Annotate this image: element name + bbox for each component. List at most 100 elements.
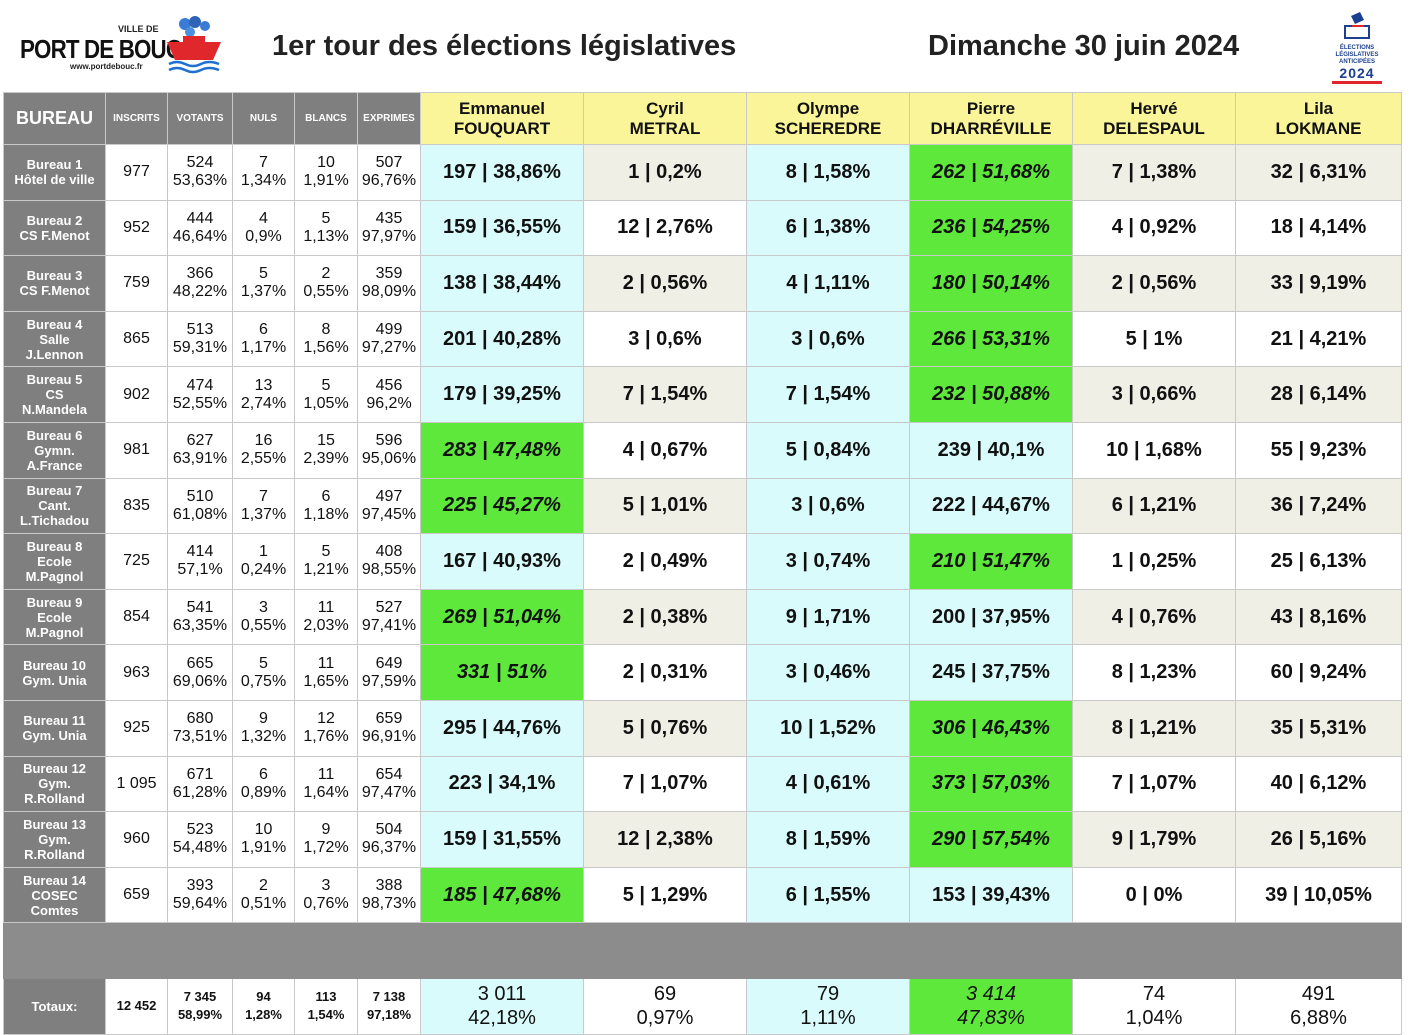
nuls-percent: 1,17%	[240, 339, 287, 357]
blancs-percent: 2,03%	[303, 617, 349, 635]
blancs-percent: 1,21%	[303, 561, 349, 579]
nuls-cell: 2 0,51%	[232, 866, 295, 924]
table-row: Bureau 4 Salle J.Lennon 865 513 59,31% 6 1,17% 8…	[3, 310, 1402, 368]
bureau-name-line: R.Rolland	[24, 846, 85, 862]
votants-value: 513	[186, 321, 214, 339]
candidate-first-name: Cyril	[646, 98, 684, 118]
candidate-result-cell: 5 | 0,76%	[583, 699, 747, 757]
exprimes-percent: 98,55%	[361, 561, 417, 579]
candidate-result-cell: 266 | 53,31%	[909, 310, 1073, 368]
exprimes-value: 497	[375, 487, 403, 505]
exprimes-percent: 97,97%	[361, 227, 417, 245]
exprimes-percent: 97,41%	[361, 617, 417, 635]
votants-percent: 53,63%	[172, 172, 228, 190]
bureau-name-cell: Bureau 2 CS F.Menot	[3, 199, 106, 257]
blancs-value: 5	[321, 209, 331, 227]
nuls-value: 9	[259, 710, 268, 728]
candidate-result-cell: 12 | 2,76%	[583, 199, 747, 257]
candidate-first-name: Pierre	[966, 98, 1016, 118]
candidate-result-cell: 36 | 7,24%	[1235, 477, 1402, 535]
candidate-last-name: DELESPAUL	[1103, 118, 1205, 138]
candidate-result-cell: 3 | 0,74%	[746, 533, 910, 590]
blancs-percent: 1,56%	[303, 339, 349, 357]
bureau-name-line: Bureau 14	[23, 872, 86, 888]
bureau-name-line: CS F.Menot	[19, 227, 90, 243]
candidate-result-cell: 7 | 1,07%	[583, 755, 747, 813]
nuls-percent: 1,34%	[240, 172, 287, 190]
totals-candidate-cell: 491 6,88%	[1235, 977, 1402, 1035]
table-row: Bureau 1 Hôtel de ville 977 524 53,63% 7 1,34%…	[3, 144, 1402, 201]
votants-value: 665	[186, 654, 214, 672]
bureau-name-line: Bureau 12	[23, 761, 86, 777]
bureau-name-cell: Bureau 13 Gym. R.Rolland	[3, 811, 106, 868]
candidate-result-cell: 18 | 4,14%	[1235, 199, 1402, 257]
bureau-name-line: CS F.Menot	[19, 283, 90, 299]
votants-value: 671	[186, 765, 214, 783]
bureau-name-line: Gym.	[38, 831, 71, 847]
candidate-result-cell: 1 | 0,2%	[583, 144, 747, 201]
votants-cell: 671 61,28%	[167, 755, 233, 813]
bureau-name-cell: Bureau 3 CS F.Menot	[3, 255, 106, 312]
votants-cell: 523 54,48%	[167, 811, 233, 868]
separator-row	[3, 922, 1402, 979]
blancs-percent: 0,55%	[303, 283, 349, 301]
table-row: Bureau 13 Gym. R.Rolland 960 523 54,48% 10 1,91…	[3, 811, 1402, 868]
bureau-name-line: Cant.	[38, 498, 71, 514]
totals-candidate-percent: 6,88%	[1290, 1007, 1347, 1030]
exprimes-percent: 95,06%	[361, 450, 417, 468]
bureau-name-line: M.Pagnol	[25, 624, 84, 640]
candidate-result-cell: 2 | 0,49%	[583, 533, 747, 590]
nuls-value: 13	[254, 376, 273, 394]
candidate-result-cell: 1 | 0,25%	[1072, 533, 1236, 590]
table-row: Bureau 14 COSEC Comtes 659 393 59,64% 2 0,51% 3 0…	[3, 866, 1402, 924]
exprimes-cell: 435 97,97%	[357, 199, 421, 257]
nuls-cell: 10 1,91%	[232, 811, 295, 868]
blancs-value: 11	[317, 654, 335, 672]
nuls-cell: 13 2,74%	[232, 366, 295, 423]
candidate-result-cell: 373 | 57,03%	[909, 755, 1073, 813]
nuls-value: 7	[259, 154, 268, 172]
blancs-cell: 10 1,91%	[294, 144, 358, 201]
candidate-result-cell: 32 | 6,31%	[1235, 144, 1402, 201]
bureau-name-line: Comtes	[30, 902, 79, 918]
nuls-percent: 2,55%	[240, 450, 287, 468]
exprimes-value: 388	[375, 877, 403, 895]
election-date: Dimanche 30 juin 2024	[928, 30, 1240, 62]
table-row: Bureau 7 Cant. L.Tichadou 835 510 61,08% 7 1,37…	[3, 477, 1402, 535]
totals-candidate-cell: 74 1,04%	[1072, 977, 1236, 1035]
bureau-name-line: COSEC	[31, 887, 78, 903]
nuls-value: 3	[259, 599, 268, 617]
bureau-name-line: Bureau 1	[26, 157, 83, 173]
candidate-first-name: Hervé	[1130, 98, 1178, 118]
bureau-name-line: Bureau 5	[26, 372, 83, 388]
candidate-result-cell: 159 | 31,55%	[420, 811, 584, 868]
candidate-result-cell: 290 | 57,54%	[909, 811, 1073, 868]
votants-value: 627	[186, 432, 214, 450]
candidate-result-cell: 4 | 1,11%	[746, 255, 910, 312]
blancs-cell: 8 1,56%	[294, 310, 358, 368]
table-row: Bureau 9 Ecole M.Pagnol 854 541 63,35% 3 0,55% 1…	[3, 588, 1402, 646]
blancs-value: 11	[317, 599, 335, 617]
nuls-percent: 1,37%	[240, 283, 287, 301]
nuls-cell: 4 0,9%	[232, 199, 295, 257]
totals-candidate-votes: 74	[1142, 983, 1166, 1006]
votants-percent: 61,28%	[172, 783, 228, 801]
table-row: Bureau 5 CS N.Mandela 902 474 52,55% 13 2,74% 5 1…	[3, 366, 1402, 423]
blancs-percent: 1,13%	[303, 227, 349, 245]
totals-candidate-percent: 1,04%	[1125, 1007, 1183, 1030]
nuls-value: 5	[259, 654, 268, 672]
candidate-result-cell: 3 | 0,46%	[746, 644, 910, 701]
col-candidate: Lila LOKMANE	[1235, 92, 1402, 145]
totals-candidate-percent: 1,11%	[800, 1007, 856, 1030]
exprimes-cell: 497 97,45%	[357, 477, 421, 535]
candidate-result-cell: 331 | 51%	[420, 644, 584, 701]
inscrits-cell: 960	[105, 811, 168, 868]
nuls-value: 6	[259, 321, 268, 339]
candidate-result-cell: 9 | 1,79%	[1072, 811, 1236, 868]
candidate-result-cell: 10 | 1,52%	[746, 699, 910, 757]
blancs-value: 5	[321, 376, 331, 394]
votants-cell: 414 57,1%	[167, 533, 233, 590]
nuls-value: 4	[259, 209, 268, 227]
candidate-result-cell: 4 | 0,92%	[1072, 199, 1236, 257]
table-row: Bureau 2 CS F.Menot 952 444 46,64% 4 0,9% 5 1,13…	[3, 199, 1402, 257]
